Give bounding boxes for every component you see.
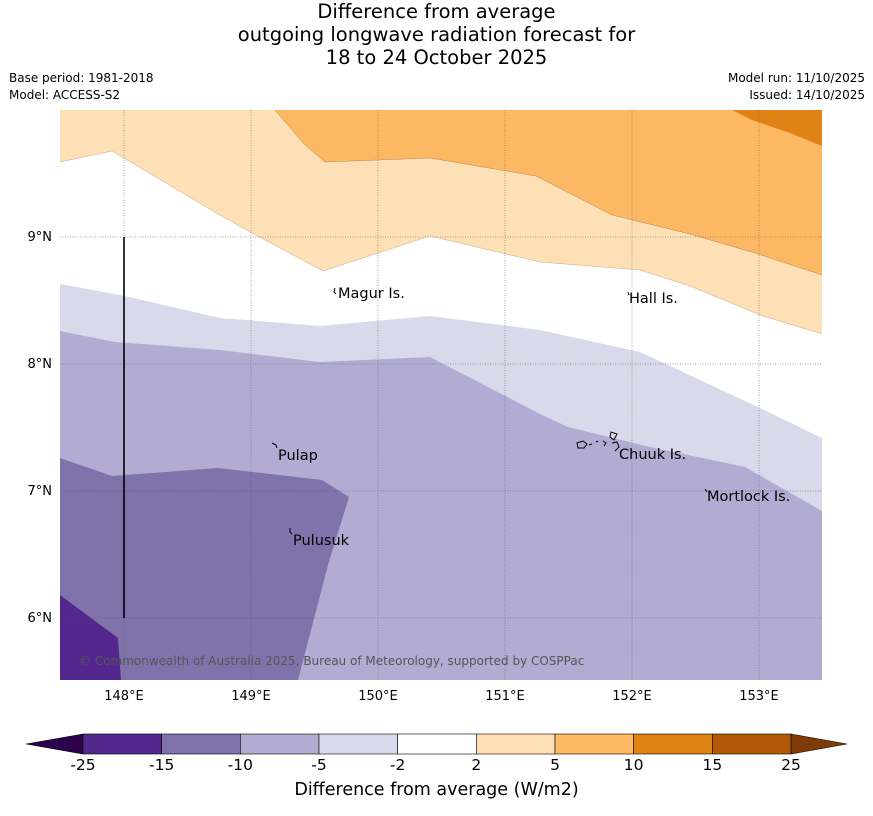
contour-fill-layer [60,110,822,680]
contour-band-dark-purple [60,595,121,680]
colorbar-tick-label: 5 [550,756,560,774]
colorbar-over-arrow [790,733,848,755]
colorbar-tick-label: -15 [148,756,175,774]
place-labels: Magur Is. Hall Is. Pulap Chuuk Is. Mortl… [278,286,790,549]
chuuk-lagoon-shape [576,431,620,452]
colorbar-tick-label: 25 [781,756,801,774]
label-magur-is: Magur Is. [338,286,405,302]
model-run: Model run: 11/10/2025 [727,71,865,85]
title-line-3: 18 to 24 October 2025 [325,46,548,69]
lon-label-148e: 148°E [104,689,144,704]
lat-label-7n: 7°N [28,484,53,499]
lat-label-6n: 6°N [28,611,53,626]
label-pulap: Pulap [278,448,318,464]
colorbar-segment [712,733,792,755]
contour-band-purple [60,458,349,680]
colorbar-tick-label: -10 [227,756,253,774]
colorbar-segment [633,733,713,755]
label-pulusuk: Pulusuk [293,533,350,549]
label-mortlock-is: Mortlock Is. [707,489,790,505]
colorbar-segment [318,733,398,755]
map-title: Difference from average outgoing longwav… [0,0,873,69]
meta-right: Model run: 11/10/2025 Issued: 14/10/2025 [728,70,865,104]
title-line-1: Difference from average [317,0,556,23]
colorbar-tick-label: -25 [70,756,96,774]
contour-band-dark-orange [732,110,822,146]
colorbar-under-arrow [25,733,84,755]
colorbar [25,733,848,755]
colorbar-segment [476,733,556,755]
magur-island-shape [333,287,337,295]
colorbar-tick-label: 10 [623,756,644,774]
issued-date: Issued: 14/10/2025 [749,88,865,102]
pulusuk-island-shape [289,528,293,535]
hall-island-shape [627,291,630,296]
colorbar-segment [397,733,477,755]
contour-band-orange [275,110,822,275]
colorbar-segment [240,733,320,755]
colorbar-segment [82,733,162,755]
latitude-labels: 9°N 8°N 7°N 6°N [28,230,53,626]
model-name: Model: ACCESS-S2 [9,88,121,102]
lon-label-150e: 150°E [358,689,398,704]
copyright-notice: © Commonwealth of Australia 2025, Bureau… [79,654,584,668]
colorbar-tick-label: -2 [389,756,406,774]
lat-label-9n: 9°N [28,230,53,245]
label-chuuk-is: Chuuk Is. [619,447,686,463]
colorbar-segment [554,733,634,755]
pulap-island-shape [271,442,278,449]
lon-label-152e: 152°E [612,689,652,704]
lon-label-149e: 149°E [231,689,271,704]
lat-label-8n: 8°N [28,357,53,372]
base-period: Base period: 1981-2018 [9,71,154,85]
label-hall-is: Hall Is. [629,291,678,307]
colorbar-segment [161,733,241,755]
meta-left: Base period: 1981-2018 Model: ACCESS-S2 [9,70,154,104]
colorbar-title: Difference from average (W/m2) [294,780,579,800]
colorbar-tick-label: 15 [702,756,723,774]
lon-label-151e: 151°E [485,689,525,704]
mortlock-island-shape [704,488,708,493]
island-shapes [271,287,708,535]
longitude-labels: 148°E 149°E 150°E 151°E 152°E 153°E [104,689,779,704]
colorbar-tick-label: 2 [471,756,482,774]
lon-label-153e: 153°E [739,689,779,704]
colorbar-tick-label: -5 [311,756,327,774]
title-line-2: outgoing longwave radiation forecast for [237,23,636,46]
